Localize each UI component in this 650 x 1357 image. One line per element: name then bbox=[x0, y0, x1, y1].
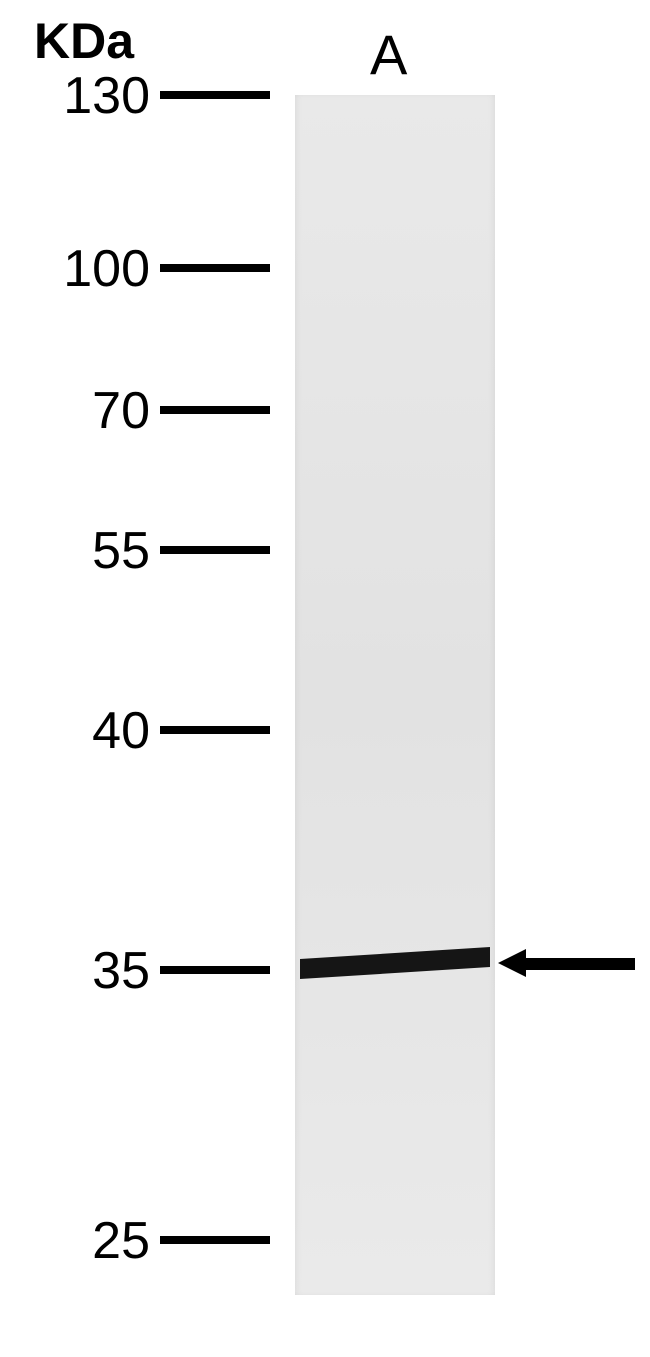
band-arrow-head-icon bbox=[498, 949, 526, 977]
marker-label: 40 bbox=[10, 701, 150, 761]
axis-title: KDa bbox=[34, 12, 134, 70]
marker-label: 35 bbox=[10, 941, 150, 1001]
band-arrow-shaft bbox=[520, 958, 635, 970]
blot-lane bbox=[295, 95, 495, 1295]
marker-tick bbox=[160, 726, 270, 734]
marker-label: 100 bbox=[10, 239, 150, 299]
marker-label: 25 bbox=[10, 1211, 150, 1271]
lane-label: A bbox=[370, 22, 407, 87]
marker-tick bbox=[160, 546, 270, 554]
marker-tick bbox=[160, 91, 270, 99]
western-blot-figure: KDa 130 100 70 55 40 35 25 A bbox=[0, 0, 650, 1357]
marker-label: 70 bbox=[10, 381, 150, 441]
marker-tick bbox=[160, 406, 270, 414]
marker-tick bbox=[160, 264, 270, 272]
protein-band bbox=[300, 947, 490, 983]
marker-label: 55 bbox=[10, 521, 150, 581]
marker-tick bbox=[160, 966, 270, 974]
marker-label: 130 bbox=[10, 66, 150, 126]
marker-tick bbox=[160, 1236, 270, 1244]
